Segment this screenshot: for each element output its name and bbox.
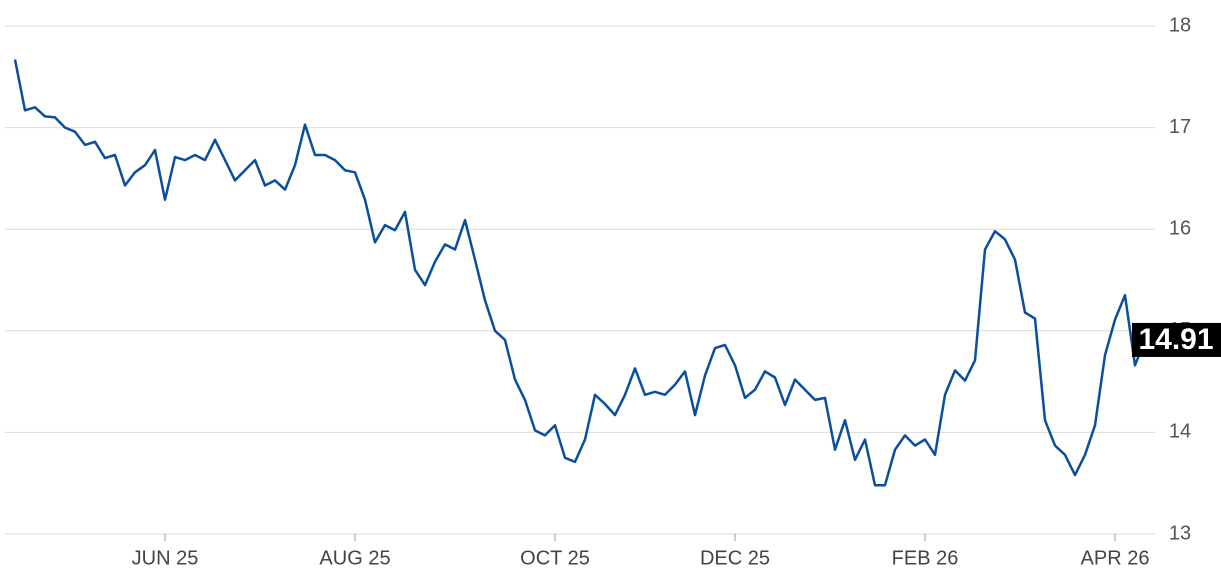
x-tick-label: JUN 25 (132, 547, 199, 569)
price-line (13, 59, 1147, 487)
x-tick-label: AUG 25 (319, 547, 390, 569)
y-tick-label: 16 (1169, 217, 1191, 239)
y-tick-label: 14 (1169, 421, 1191, 443)
x-tick-label: FEB 26 (892, 547, 959, 569)
y-tick-label: 13 (1169, 522, 1191, 544)
last-value-badge (1132, 322, 1221, 357)
x-tick-label: OCT 25 (520, 547, 590, 569)
x-tick-label: DEC 25 (700, 547, 770, 569)
x-tick-label: APR 26 (1081, 547, 1150, 569)
y-tick-label: 17 (1169, 116, 1191, 138)
last-value-label: 14.91 (1138, 323, 1213, 356)
y-tick-label: 18 (1169, 14, 1191, 36)
